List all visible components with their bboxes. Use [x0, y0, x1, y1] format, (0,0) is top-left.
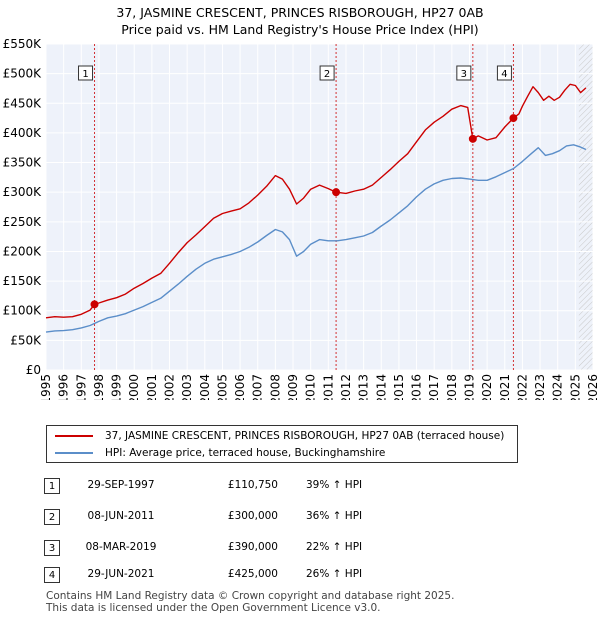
hpi-line — [45, 144, 587, 333]
sale-hpi-diff: 26% ↑ HPI — [306, 568, 363, 580]
x-tick-label: 1999 — [110, 374, 124, 400]
x-tick-label: 2023 — [533, 374, 547, 400]
legend-label-property: 37, JASMINE CRESCENT, PRINCES RISBOROUGH… — [105, 430, 505, 442]
legend-swatch-blue — [55, 452, 93, 454]
x-tick-label: 2008 — [268, 374, 282, 400]
sale-number-badge: 2 — [44, 509, 60, 525]
sale-marker-number: 3 — [461, 69, 467, 80]
y-tick-label: £100K — [3, 304, 43, 318]
x-tick-label: 2007 — [251, 374, 265, 400]
sale-date: 08-MAR-2019 — [85, 541, 157, 553]
sale-marker-number: 1 — [82, 69, 88, 80]
x-tick-label: 2026 — [586, 374, 600, 400]
legend-swatch-red — [55, 435, 93, 437]
y-tick-label: £550K — [3, 37, 43, 51]
sale-marker-badge — [456, 65, 472, 81]
sale-marker-number: 2 — [324, 69, 330, 80]
x-tick-label: 2006 — [233, 374, 247, 400]
legend-item-hpi: HPI: Average price, terraced house, Buck… — [55, 445, 385, 461]
x-tick-label: 2016 — [410, 374, 424, 400]
sale-point — [509, 114, 518, 123]
x-tick-label: 2017 — [427, 374, 441, 400]
x-tick-label: 2019 — [462, 374, 476, 400]
sale-hpi-diff: 39% ↑ HPI — [306, 479, 363, 491]
x-tick-label: 2018 — [445, 374, 459, 400]
x-tick-label: 2001 — [145, 374, 159, 400]
sale-marker-badge — [496, 65, 512, 81]
x-tick-label: 2005 — [215, 374, 229, 400]
chart-title-line2: Price paid vs. HM Land Registry's House … — [121, 22, 479, 37]
x-tick-label: 2025 — [568, 374, 582, 400]
legend: 37, JASMINE CRESCENT, PRINCES RISBOROUGH… — [46, 425, 518, 463]
sale-price: £390,000 — [227, 541, 278, 553]
x-tick-label: 2002 — [163, 374, 177, 400]
x-tick-label: 2011 — [321, 374, 335, 400]
sale-marker-badge — [319, 65, 335, 81]
x-tick-label: 1996 — [57, 374, 71, 400]
sale-hpi-diff: 22% ↑ HPI — [306, 541, 363, 553]
sale-marker-badge — [78, 65, 94, 81]
x-tick-label: 2013 — [357, 374, 371, 400]
x-tick-label: 2021 — [498, 374, 512, 400]
y-tick-label: £400K — [3, 126, 43, 140]
footer-copyright: Contains HM Land Registry data © Crown c… — [46, 590, 455, 602]
x-tick-label: 2022 — [515, 374, 529, 400]
x-tick-label: 2000 — [127, 374, 141, 400]
sale-date: 29-JUN-2021 — [87, 568, 155, 580]
x-tick-label: 2012 — [339, 374, 353, 400]
footer: Contains HM Land Registry data © Crown c… — [46, 590, 454, 614]
sale-price: £110,750 — [227, 479, 278, 491]
sale-number-badge: 4 — [44, 567, 60, 583]
x-tick-label: 2014 — [374, 374, 388, 400]
sale-marker-number: 4 — [501, 69, 507, 80]
x-tick-label: 2004 — [198, 374, 212, 400]
y-tick-label: £200K — [3, 244, 43, 258]
sale-point — [90, 300, 99, 309]
y-tick-label: £300K — [3, 185, 43, 199]
y-tick-label: £350K — [3, 156, 43, 170]
x-tick-label: 1998 — [92, 374, 106, 400]
sale-hpi-diff: 36% ↑ HPI — [306, 510, 363, 522]
chart-title: 37, JASMINE CRESCENT, PRINCES RISBOROUGH… — [0, 4, 600, 38]
y-tick-label: £50K — [10, 333, 42, 347]
y-tick-label: £450K — [3, 96, 43, 110]
x-tick-label: 2020 — [480, 374, 494, 400]
x-tick-label: 1997 — [74, 374, 88, 400]
chart-title-line1: 37, JASMINE CRESCENT, PRINCES RISBOROUGH… — [116, 5, 484, 20]
y-tick-label: £500K — [3, 67, 43, 81]
x-tick-label: 2010 — [304, 374, 318, 400]
x-tick-label: 1995 — [39, 374, 53, 400]
legend-item-property: 37, JASMINE CRESCENT, PRINCES RISBOROUGH… — [55, 428, 504, 444]
footer-licence: This data is licensed under the Open Gov… — [46, 602, 381, 614]
sale-number-badge: 1 — [44, 478, 60, 494]
x-tick-label: 2003 — [180, 374, 194, 400]
forecast-hatch — [578, 44, 593, 370]
sale-price: £300,000 — [227, 510, 278, 522]
sale-date: 08-JUN-2011 — [87, 510, 155, 522]
x-tick-label: 2015 — [392, 374, 406, 400]
y-tick-label: £250K — [3, 215, 43, 229]
plot-area — [46, 44, 593, 370]
y-tick-label: £150K — [3, 274, 43, 288]
y-tick-label: £0 — [26, 363, 41, 377]
x-tick-label: 2024 — [551, 374, 565, 400]
sale-point — [332, 188, 341, 197]
sale-price: £425,000 — [227, 568, 278, 580]
sale-number-badge: 3 — [44, 540, 60, 556]
sale-date: 29-SEP-1997 — [87, 479, 155, 491]
legend-label-hpi: HPI: Average price, terraced house, Buck… — [105, 447, 386, 459]
price-chart: £0 £50K £100K £150K £200K £250K £300K £350K £400… — [3, 37, 600, 400]
x-tick-label: 2009 — [286, 374, 300, 400]
sale-point — [468, 134, 477, 143]
